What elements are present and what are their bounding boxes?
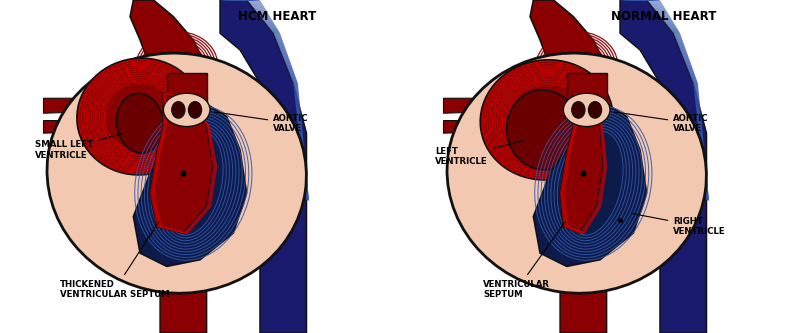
Polygon shape	[150, 93, 214, 233]
Polygon shape	[50, 143, 97, 153]
Ellipse shape	[172, 102, 185, 118]
Polygon shape	[560, 93, 603, 233]
Text: AORTIC
VALVE: AORTIC VALVE	[214, 112, 309, 133]
Text: HCM HEART: HCM HEART	[238, 10, 317, 23]
Text: THICKENED
VENTRICULAR SEPTUM: THICKENED VENTRICULAR SEPTUM	[60, 222, 170, 299]
Ellipse shape	[563, 93, 610, 127]
Polygon shape	[443, 121, 497, 133]
Polygon shape	[166, 73, 206, 117]
Ellipse shape	[480, 60, 613, 180]
Polygon shape	[450, 143, 497, 153]
Polygon shape	[160, 253, 206, 333]
Polygon shape	[43, 121, 97, 133]
Polygon shape	[620, 0, 706, 333]
Ellipse shape	[188, 102, 202, 118]
Ellipse shape	[163, 93, 210, 127]
Text: VENTRICULAR
SEPTUM: VENTRICULAR SEPTUM	[483, 222, 565, 299]
Text: SMALL LEFT
VENTRICLE: SMALL LEFT VENTRICLE	[35, 134, 121, 160]
Polygon shape	[566, 73, 606, 117]
Text: NORMAL HEART: NORMAL HEART	[611, 10, 717, 23]
Polygon shape	[43, 98, 94, 113]
Ellipse shape	[77, 58, 203, 175]
Ellipse shape	[117, 93, 163, 153]
Polygon shape	[220, 0, 306, 333]
Ellipse shape	[572, 102, 585, 118]
Text: AORTIC
VALVE: AORTIC VALVE	[614, 112, 709, 133]
Text: RIGHT
VENTRICLE: RIGHT VENTRICLE	[633, 214, 726, 236]
Polygon shape	[534, 100, 646, 266]
Ellipse shape	[588, 102, 602, 118]
Ellipse shape	[506, 90, 580, 170]
Polygon shape	[560, 253, 606, 333]
Text: LEFT
VENTRICLE: LEFT VENTRICLE	[435, 141, 524, 166]
Polygon shape	[530, 0, 614, 127]
Ellipse shape	[447, 53, 706, 293]
Polygon shape	[443, 98, 494, 113]
Polygon shape	[134, 100, 246, 266]
Ellipse shape	[47, 53, 306, 293]
Polygon shape	[130, 0, 214, 127]
